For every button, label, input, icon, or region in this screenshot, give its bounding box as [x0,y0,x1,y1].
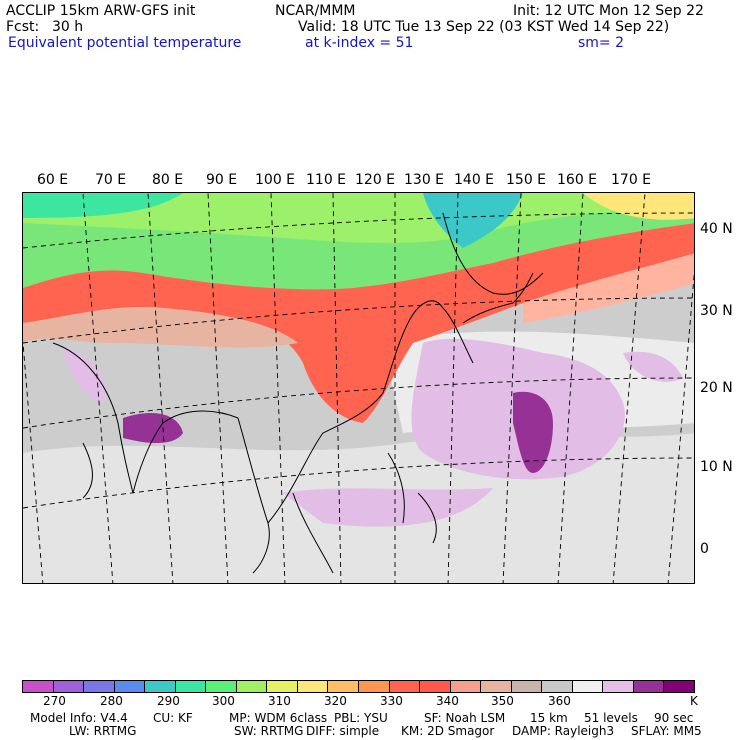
forecast-label: Fcst: [6,19,40,35]
colorbar-tick-label: 340 [436,694,459,708]
cyan-north-west [23,193,183,218]
colorbar-tick-label: 300 [212,694,235,708]
tan-plateau [23,306,298,348]
colorbar-tick-label: 360 [548,694,571,708]
purple-bay-of-bengal [123,413,183,443]
salmon-band [523,253,694,323]
map-panel [22,192,695,584]
colorbar-swatch [297,681,329,692]
colorbar-tick-label: 280 [100,694,123,708]
init-time: Init: 12 UTC Mon 12 Sep 22 [513,3,704,19]
longitude-label: 150 E [506,172,547,188]
yellow-northeast [583,193,694,220]
lavender-south [283,488,493,527]
colorbar-tick-label: 350 [491,694,514,708]
latitude-label: 30 N [700,303,733,319]
model-title: ACCLIP 15km ARW-GFS init [6,3,196,19]
latitude-label: 40 N [700,221,733,237]
longitude-label: 100 E [255,172,296,188]
purple-core [513,391,553,473]
footer-timestep: 90 sec [654,711,694,725]
colorbar-swatch [53,681,85,692]
longitude-label: 120 E [355,172,396,188]
colorbar-swatch [328,681,360,692]
colorbar-swatch [481,681,512,692]
colorbar-tick-label: 320 [324,694,347,708]
colorbar-swatch [542,681,573,692]
footer-sflay: SFLAY: MM5 [631,724,702,738]
colorbar-tick-label: 290 [157,694,180,708]
footer-diff: DIFF: simple [306,724,380,738]
colorbar-swatch [420,681,451,692]
footer-levels: 51 levels [584,711,638,725]
colorbar-swatch [572,681,604,692]
colorbar-tick-label: 330 [380,694,403,708]
latitude-label: 20 N [700,380,733,396]
smoothing-info: sm= 2 [578,35,625,51]
longitude-label: 110 E [306,172,347,188]
footer-pbl: PBL: YSU [334,711,388,725]
colorbar-swatch [511,681,543,692]
coastlines [52,212,544,574]
colorbar-swatch [633,681,665,692]
colorbar-swatch [236,681,268,692]
colorbar-swatch [359,681,390,692]
footer-damp: DAMP: Rayleigh3 [512,724,615,738]
lavender-east [623,351,683,382]
lavender-arabian [63,348,106,403]
yellowgreen-north [23,193,694,243]
colorbar-swatch [175,681,207,692]
level-info: at k-index = 51 [305,35,414,51]
longitude-label: 170 E [611,172,652,188]
longitude-label: 60 E [37,172,69,188]
map-svg [23,193,694,583]
colorbar-tick-label: 270 [43,694,66,708]
footer-lw: LW: RRTMG [69,724,137,738]
colorbar-swatch [206,681,237,692]
cyan-north-east [423,193,523,248]
footer-model-info: Model Info: V4.4 [30,711,128,725]
footer-cu: CU: KF [153,711,193,725]
longitude-label: 130 E [404,172,445,188]
forecast-hour: 30 h [52,19,84,35]
latitude-label: 0 [700,541,709,557]
colorbar [22,680,695,693]
footer-mp: MP: WDM 6class [229,711,328,725]
colorbar-swatch [23,681,54,692]
colorbar-swatch [84,681,115,692]
colorbar-tick-label: K [690,694,698,708]
valid-time: Valid: 18 UTC Tue 13 Sep 22 (03 KST Wed … [298,19,670,35]
footer-km: KM: 2D Smagor [401,724,495,738]
longitude-label: 160 E [557,172,598,188]
longitude-label: 80 E [152,172,184,188]
graticule [23,193,694,583]
colorbar-swatch [114,681,146,692]
latitude-label: 10 N [700,459,733,475]
longitude-label: 140 E [454,172,495,188]
colorbar-swatch [389,681,421,692]
colorbar-swatch [603,681,634,692]
colorbar-swatch [267,681,298,692]
colorbar-swatch [145,681,176,692]
footer-sf: SF: Noah LSM [424,711,506,725]
colorbar-swatch [664,681,695,692]
colorbar-tick-label: 310 [268,694,291,708]
longitude-label: 90 E [206,172,238,188]
footer-resolution: 15 km [530,711,568,725]
longitude-label: 70 E [95,172,127,188]
center-name: NCAR/MMM [275,3,356,19]
red-warm-band [23,223,694,423]
footer-sw: SW: RRTMG [234,724,304,738]
colorbar-swatch [450,681,482,692]
field-name: Equivalent potential temperature [8,35,242,51]
